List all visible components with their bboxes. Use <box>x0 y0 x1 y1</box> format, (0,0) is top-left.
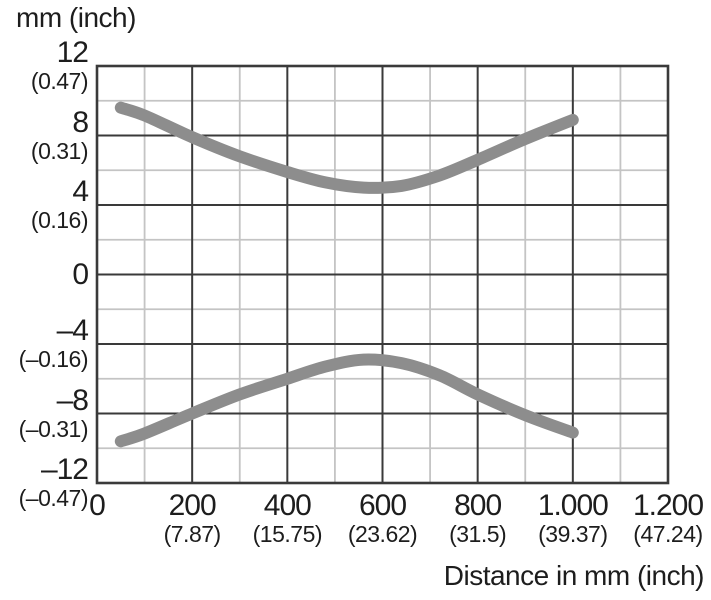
y-tick-label-0: 0 <box>72 257 89 291</box>
x-tick-mm-value: 400 <box>263 489 312 522</box>
x-tick-label-1000: 1.000 (39.37) <box>537 489 609 548</box>
y-tick-mm-value: 12 <box>56 36 89 69</box>
x-tick-mm-value: 1.200 <box>632 489 704 522</box>
y-tick-mm-value: –8 <box>56 383 89 417</box>
y-tick-label-4: 4 (0.16) <box>30 175 89 234</box>
x-axis-title: Distance in mm (inch) <box>443 560 705 591</box>
y-tick-inch-value: (–0.16) <box>18 346 89 372</box>
x-tick-inch-value: (47.24) <box>633 521 703 547</box>
x-tick-label-200: 200 (7.87) <box>163 489 222 548</box>
y-tick-label-12: 12 (0.47) <box>30 36 89 95</box>
y-tick-inch-value: (0.31) <box>30 137 89 164</box>
x-tick-mm-value: 1.000 <box>537 489 609 522</box>
x-tick-mm-value: 200 <box>168 489 217 522</box>
x-tick-label-1200: 1.200 (47.24) <box>632 489 704 548</box>
y-tick-mm-value: 0 <box>72 257 89 291</box>
y-tick-inch-value: (0.16) <box>30 207 89 233</box>
x-tick-inch-value: (7.87) <box>163 521 222 547</box>
y-tick-mm-value: 8 <box>72 105 89 139</box>
y-tick-label--4: –4 (–0.16) <box>18 314 89 373</box>
x-tick-mm-value: 800 <box>454 489 502 522</box>
y-tick-mm-value: –12 <box>40 453 89 486</box>
y-tick-label-8: 8 (0.31) <box>30 105 89 164</box>
lower-boundary-curve <box>114 353 579 448</box>
x-tick-label-400: 400 (15.75) <box>252 489 323 548</box>
x-tick-label-600: 600 (23.62) <box>347 489 418 548</box>
y-tick-label--12: –12 (–0.47) <box>18 453 89 512</box>
y-tick-inch-value: (0.47) <box>30 68 89 94</box>
x-tick-inch-value: (23.62) <box>347 521 418 547</box>
x-tick-mm-value: 0 <box>89 489 106 522</box>
y-tick-label--8: –8 (–0.31) <box>18 383 89 442</box>
plot-border <box>95 64 670 485</box>
y-tick-mm-value: –4 <box>56 314 89 347</box>
y-tick-mm-value: 4 <box>72 175 89 208</box>
x-tick-mm-value: 600 <box>358 489 407 522</box>
x-tick-label-0: 0 <box>89 489 106 522</box>
x-tick-inch-value: (31.5) <box>449 521 507 547</box>
y-tick-inch-value: (–0.31) <box>18 415 89 442</box>
x-tick-inch-value: (39.37) <box>538 521 608 547</box>
y-tick-inch-value: (–0.47) <box>18 485 89 511</box>
y-axis-unit-label: mm (inch) <box>16 2 136 33</box>
x-tick-inch-value: (15.75) <box>252 521 323 547</box>
upper-boundary-curve <box>114 101 579 194</box>
x-tick-label-800: 800 (31.5) <box>449 489 507 548</box>
